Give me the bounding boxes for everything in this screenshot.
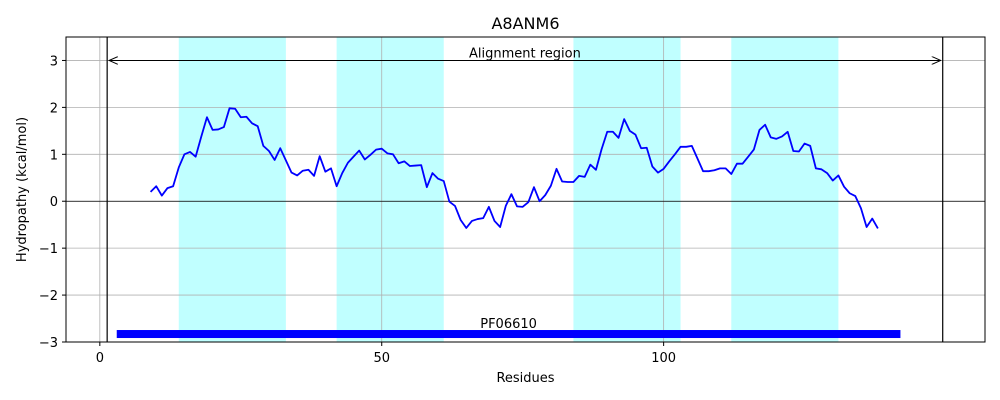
axis-ticks: 0 50 100 −3 −2 −1 0 1 2 3 bbox=[39, 54, 676, 366]
series bbox=[149, 107, 879, 229]
y-tick-label-5: 2 bbox=[50, 101, 58, 116]
x-tick-label-1: 50 bbox=[373, 351, 390, 366]
highlight-band-1 bbox=[178, 37, 286, 342]
x-axis-label: Residues bbox=[496, 371, 554, 386]
y-tick-label-0: −3 bbox=[39, 336, 58, 351]
domain-bar-label: PF06610 bbox=[480, 317, 537, 332]
y-tick-label-6: 3 bbox=[50, 54, 58, 69]
hydropathy-line-1 bbox=[149, 107, 879, 229]
chart-title: A8ANM6 bbox=[491, 14, 559, 33]
highlight-bands bbox=[178, 37, 839, 342]
domain-bar bbox=[116, 330, 901, 339]
x-tick-label-2: 100 bbox=[651, 351, 676, 366]
annotations: Alignment region PF06610 bbox=[109, 46, 941, 339]
y-tick-label-1: −2 bbox=[39, 289, 58, 304]
highlight-band-4 bbox=[731, 37, 839, 342]
plot-frame bbox=[65, 36, 986, 343]
alignment-boundaries bbox=[106, 37, 944, 342]
y-tick-label-2: −1 bbox=[39, 242, 58, 257]
alignment-region-label: Alignment region bbox=[469, 46, 581, 61]
y-axis-label: Hydropathy (kcal/mol) bbox=[15, 117, 30, 262]
y-tick-label-4: 1 bbox=[50, 148, 58, 163]
x-tick-label-0: 0 bbox=[96, 351, 104, 366]
highlight-band-3 bbox=[573, 37, 681, 342]
y-tick-label-3: 0 bbox=[50, 195, 58, 210]
highlight-band-2 bbox=[336, 37, 444, 342]
